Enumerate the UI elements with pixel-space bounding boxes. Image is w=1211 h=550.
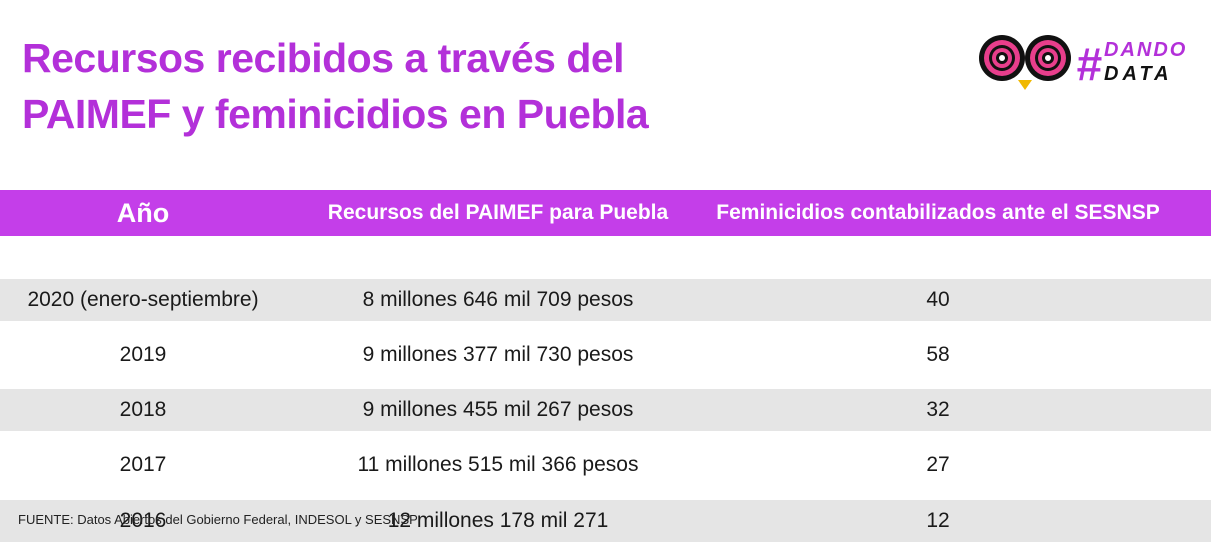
table-cell: 27 [926,453,950,476]
table-cell: 2017 [119,453,167,476]
table-cell: 9 millones 377 mil 730 pesos [362,343,634,366]
table-cell: 58 [926,343,950,366]
table-cell: 2019 [119,343,167,366]
logo-hash: # [1076,38,1102,90]
table-row: 2018 9 millones 455 mil 267 pesos 32 [0,389,1211,431]
table-row: 2019 9 millones 377 mil 730 pesos 58 [0,334,1211,376]
logo-text: DANDO [1104,39,1187,61]
table: Año Recursos del PAIMEF para Puebla Femini… [0,190,1211,542]
table-cell: 32 [926,398,950,421]
table-cell: 2018 [119,398,167,421]
table-cell: 11 millones 515 mil 366 pesos [357,453,639,476]
logo-eyes [979,35,1071,90]
table-cell: 2016 [119,509,167,532]
title: Recursos recibidos a través del PAIMEF y… [22,35,649,137]
column-header: Feminicidios contabilizados ante el SESN… [716,201,1160,224]
source: FUENTE: Datos Abiertos del Gobierno Fede… [18,512,418,527]
column-header: Recursos del PAIMEF para Puebla [327,201,669,224]
table-cell: 12 millones 178 mil 271 [387,509,609,532]
table-cell: 2020 (enero-septiembre) [27,288,259,311]
table-cell: 40 [926,288,950,311]
table-cell: 8 millones 646 mil 709 pesos [362,288,634,311]
table-row: 2020 (enero-septiembre) 8 millones 646 mi… [0,279,1211,321]
logo: # DANDO DATA [979,35,1187,90]
column-header: Año [116,198,170,228]
logo-text: DATA [1104,63,1173,85]
table-cell: 9 millones 455 mil 267 pesos [362,398,634,421]
table-cell: 12 [926,509,950,532]
table-row: 2016 12 millones 178 mil 271 12 [0,500,1211,542]
table-row: 2017 11 millones 515 mil 366 pesos 27 [0,444,1211,486]
table-header: Año Recursos del PAIMEF para Puebla Femini… [0,190,1211,236]
